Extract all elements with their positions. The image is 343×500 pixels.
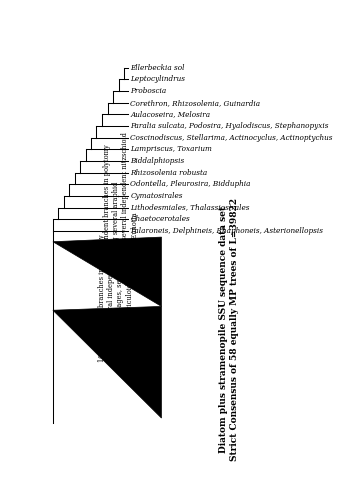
- Text: 25 independent branches in polytomy
containing several araphid
lineages, several: 25 independent branches in polytomy cont…: [103, 132, 138, 272]
- Text: Ellerbeckia sol: Ellerbeckia sol: [130, 64, 185, 72]
- Text: Lampriscus, Toxarium: Lampriscus, Toxarium: [130, 146, 212, 154]
- Text: Chaetocerotales: Chaetocerotales: [130, 216, 190, 224]
- Text: Biddalphiopsis: Biddalphiopsis: [130, 157, 185, 165]
- Polygon shape: [53, 306, 162, 418]
- Text: Corethron, Rhizosolenia, Guinardia: Corethron, Rhizosolenia, Guinardia: [130, 98, 261, 106]
- Text: Lithodesmiales, Thalassiosirales: Lithodesmiales, Thalassiosirales: [130, 204, 250, 212]
- Text: Proboscia: Proboscia: [130, 87, 167, 95]
- Text: Cymatosirales: Cymatosirales: [130, 192, 183, 200]
- Text: Rhizosolenia robusta: Rhizosolenia robusta: [130, 168, 208, 176]
- Text: Odontella, Pleurosira, Bidduphia: Odontella, Pleurosira, Bidduphia: [130, 180, 251, 188]
- Text: Aulacoseira, Melosira: Aulacoseira, Melosira: [130, 110, 211, 118]
- Text: Coscinodiscus, Stellarima, Actinocyclus, Actinoptychus: Coscinodiscus, Stellarima, Actinocyclus,…: [130, 134, 333, 141]
- Polygon shape: [53, 237, 162, 306]
- Text: Talaroneis, Delphineis, Rhaphoneis, Asterionellopsis: Talaroneis, Delphineis, Rhaphoneis, Aste…: [130, 227, 323, 235]
- Text: Leptocylindrus: Leptocylindrus: [130, 76, 186, 84]
- Text: Paralia sulcata, Podosira, Hyalodiscus, Stephanopyxis: Paralia sulcata, Podosira, Hyalodiscus, …: [130, 122, 329, 130]
- Text: Diatom plus stramenopile SSU sequence data set
Strict Consensus of 58 equally MP: Diatom plus stramenopile SSU sequence da…: [219, 198, 239, 461]
- Text: 10 independent branches in polytomy
containing several independent
monoraphid li: 10 independent branches in polytomy cont…: [98, 234, 143, 362]
